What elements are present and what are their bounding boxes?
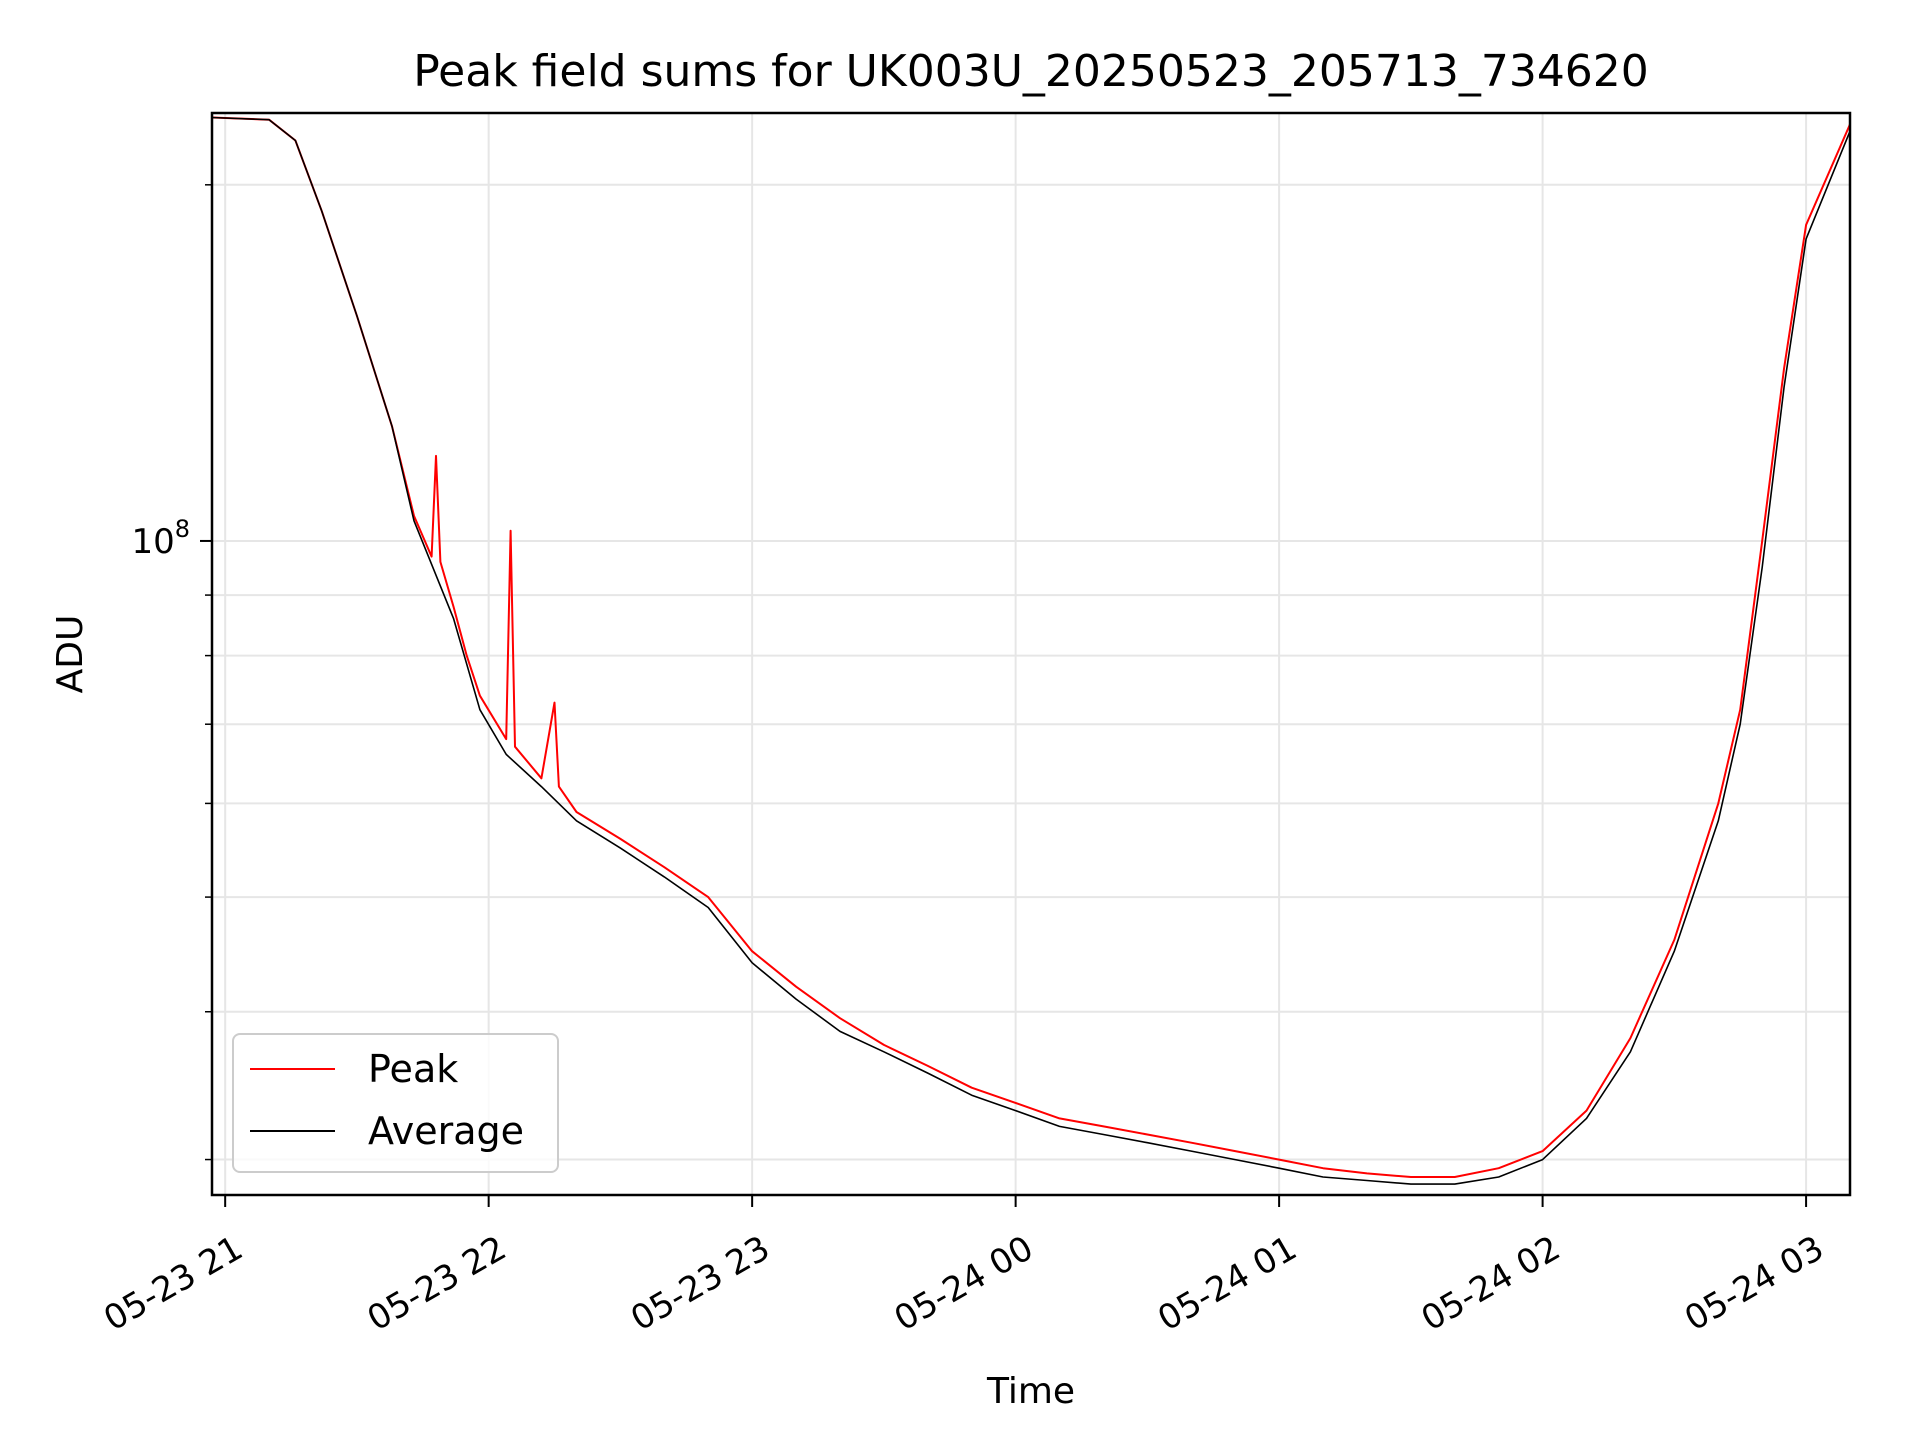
y-tick-label: 108: [131, 515, 190, 562]
legend: Peak Average: [232, 1033, 559, 1173]
x-axis-label: Time: [986, 1371, 1075, 1412]
legend-peak-label: Peak: [368, 1047, 458, 1091]
legend-average-label: Average: [368, 1109, 524, 1153]
grid: [212, 113, 1850, 1195]
chart-title: Peak field sums for UK003U_20250523_2057…: [413, 46, 1649, 97]
axes-frame: [210, 111, 1852, 1197]
series-peak-line: [211, 116, 1851, 1178]
plot-area: [211, 116, 1851, 1185]
series-average-line: [211, 116, 1851, 1185]
y-axis-label: ADU: [50, 615, 91, 694]
